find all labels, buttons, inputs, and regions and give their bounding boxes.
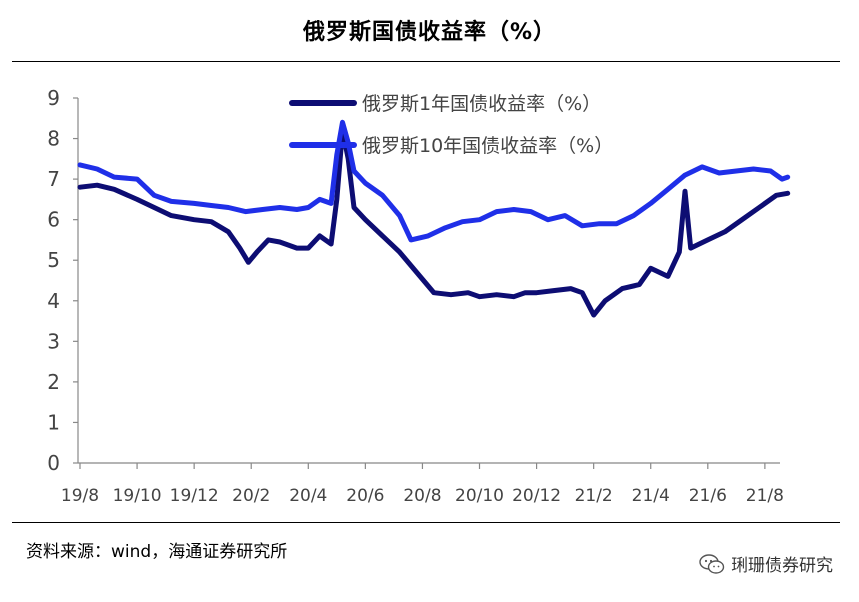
x-tick-label: 20/12 (512, 486, 561, 506)
series-line-1 (77, 127, 791, 318)
y-tick-label: 9 (47, 86, 60, 110)
y-tick-label: 2 (47, 370, 60, 394)
x-tick-label: 20/2 (232, 486, 270, 506)
y-tick-label: 7 (47, 167, 60, 191)
y-tick-label: 8 (47, 127, 60, 151)
bottom-rule (12, 522, 840, 523)
series-line-2 (77, 119, 791, 243)
y-tick-label: 1 (47, 410, 60, 434)
x-tick-label: 20/6 (346, 486, 384, 506)
source-note: 资料来源：wind，海通证券研究所 (26, 542, 288, 562)
x-tick-label: 19/8 (61, 486, 99, 506)
x-tick-label: 20/10 (455, 486, 504, 506)
y-tick-label: 0 (47, 451, 60, 475)
top-rule (12, 61, 840, 62)
x-tick-label: 21/8 (746, 486, 784, 506)
y-tick-label: 6 (47, 208, 60, 232)
watermark: 琍珊债券研究 (699, 551, 833, 576)
x-tick-label: 21/4 (632, 486, 670, 506)
x-tick-label: 20/8 (403, 486, 441, 506)
y-tick-label: 3 (47, 329, 60, 353)
x-tick-label: 20/4 (289, 486, 327, 506)
chart-title: 俄罗斯国债收益率（%） (302, 20, 557, 45)
watermark-text: 琍珊债券研究 (731, 556, 833, 576)
x-tick-label: 21/2 (575, 486, 613, 506)
y-tick-label: 5 (47, 248, 60, 272)
legend-label-1: 俄罗斯1年国债收益率（%） (362, 93, 601, 115)
x-tick-label: 19/10 (113, 486, 162, 506)
line-chart: 0 1 2 3 4 5 6 7 8 9 19/8 19/10 19/12 20/2 20/4 20/6 20/8… (47, 86, 791, 506)
wechat-icon (699, 553, 725, 574)
legend-label-2: 俄罗斯10年国债收益率（%） (362, 135, 613, 157)
y-tick-label: 4 (47, 289, 60, 313)
x-tick-label: 21/6 (689, 486, 727, 506)
x-tick-label: 19/12 (170, 486, 219, 506)
